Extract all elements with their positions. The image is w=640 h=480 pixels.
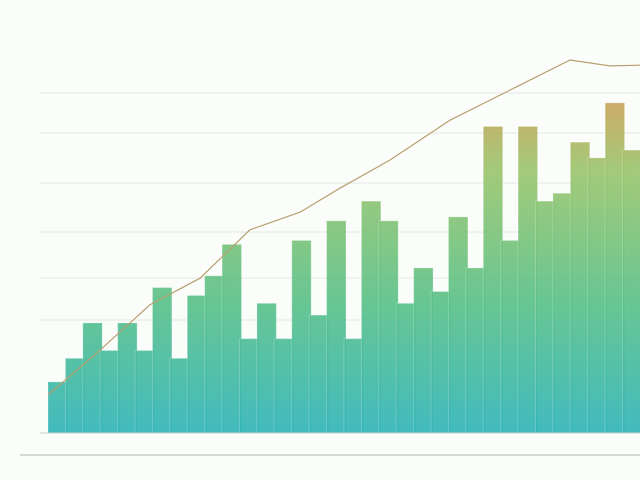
bar <box>117 322 138 434</box>
bar <box>360 200 382 434</box>
bar <box>447 216 469 434</box>
bar <box>604 102 626 434</box>
bar <box>204 275 225 434</box>
bar <box>291 239 312 434</box>
bar <box>308 314 330 434</box>
bar <box>587 157 608 434</box>
trend-line <box>47 59 640 396</box>
bar <box>82 322 103 434</box>
bar <box>169 357 190 434</box>
bar <box>256 302 277 434</box>
bar <box>273 338 295 434</box>
bar <box>517 125 539 434</box>
bar <box>186 294 208 434</box>
bar <box>622 149 640 434</box>
bar <box>47 381 68 434</box>
bar <box>326 220 347 434</box>
bars <box>47 102 640 434</box>
bar <box>151 287 173 434</box>
bar <box>134 349 155 434</box>
bar <box>64 357 86 434</box>
bar <box>413 267 434 434</box>
bar <box>221 243 243 434</box>
bar <box>99 349 121 434</box>
bar <box>535 200 556 434</box>
bar <box>239 338 260 434</box>
bar <box>552 192 573 434</box>
bar <box>500 239 521 434</box>
bar <box>569 141 591 434</box>
bar <box>465 267 486 434</box>
bar <box>482 125 504 434</box>
bar <box>343 338 364 434</box>
bar <box>378 220 399 434</box>
bar <box>395 302 417 434</box>
bar <box>430 291 451 434</box>
